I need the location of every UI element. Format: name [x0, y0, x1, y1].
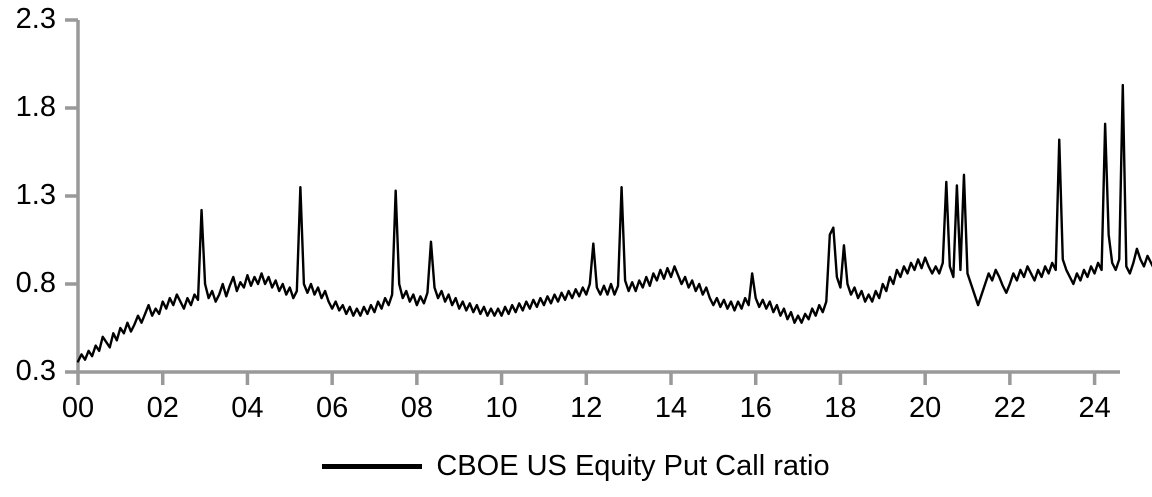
x-axis-tick-label: 20 [909, 392, 942, 424]
chart-plot-area [65, 18, 1152, 385]
x-axis-tick-label: 04 [231, 392, 264, 424]
series-line-0 [76, 83, 1152, 363]
chart-axes [65, 18, 1120, 385]
x-axis-tick-label: 18 [824, 392, 857, 424]
x-axis-tick-label: 00 [61, 392, 95, 424]
y-axis-tick-label: 1.8 [15, 91, 56, 123]
chart-series-group [76, 83, 1152, 363]
x-axis-tick-label: 14 [654, 392, 688, 424]
x-axis-tick-label: 12 [570, 392, 603, 424]
y-axis-tick-label: 0.3 [15, 355, 56, 387]
x-axis-tick-label: 10 [485, 392, 518, 424]
x-axis-tick-label: 06 [316, 392, 349, 424]
legend-line-swatch [322, 464, 423, 469]
x-axis-tick-label: 24 [1078, 392, 1111, 424]
y-axis-tick-label: 0.8 [15, 267, 56, 299]
legend-label: CBOE US Equity Put Call ratio [436, 450, 830, 482]
x-axis-tick-label: 02 [146, 392, 179, 424]
y-axis-tick-label: 2.3 [15, 3, 56, 35]
x-axis-tick-label: 08 [400, 392, 433, 424]
x-axis-tick-label: 16 [739, 392, 772, 424]
x-axis-tick-label: 22 [993, 392, 1026, 424]
y-axis-tick-label: 1.3 [15, 179, 56, 211]
chart-legend: CBOE US Equity Put Call ratio [0, 452, 1152, 481]
